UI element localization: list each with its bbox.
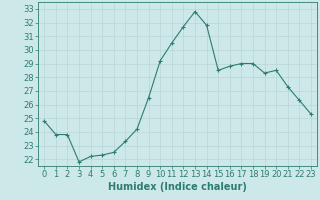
X-axis label: Humidex (Indice chaleur): Humidex (Indice chaleur) [108, 182, 247, 192]
